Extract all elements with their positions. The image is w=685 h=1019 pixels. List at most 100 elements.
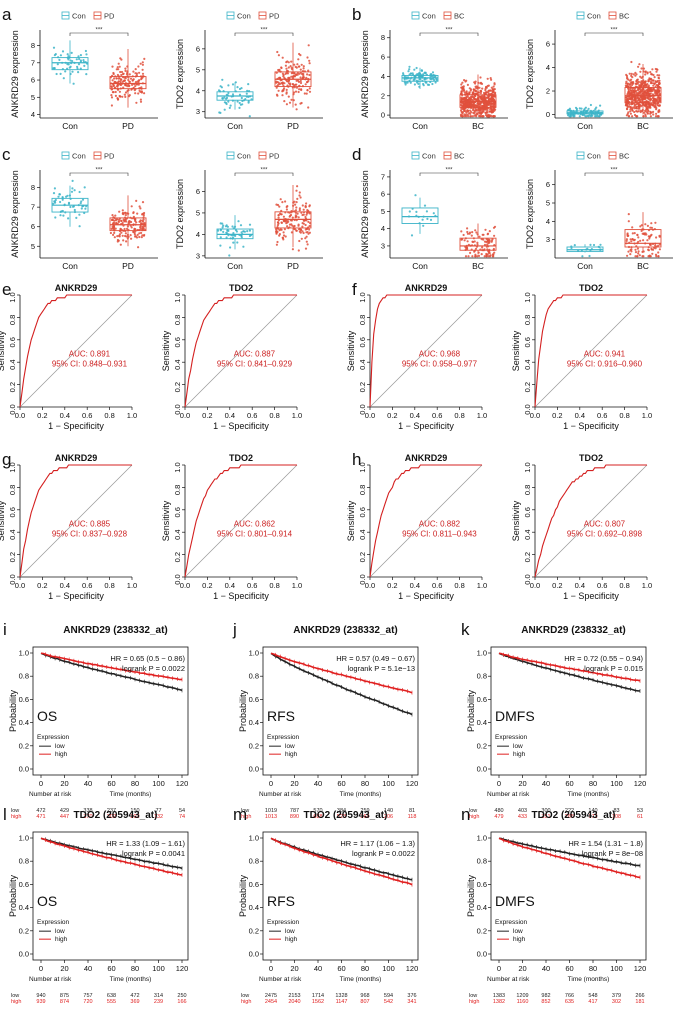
risk-low-value: 300 <box>541 808 550 814</box>
y-axis-title: Probability <box>8 874 18 917</box>
roc-curve <box>184 464 297 578</box>
x-tick-label: 20 <box>290 779 298 788</box>
data-point <box>637 107 640 110</box>
data-point <box>54 216 57 219</box>
roc-title: TDO2 <box>579 453 603 463</box>
data-point <box>285 103 288 106</box>
x-tick-label: 1.0 <box>292 581 302 590</box>
data-point <box>478 102 481 105</box>
x-tick-label: 0 <box>497 964 501 973</box>
y-tick-label: 0.0 <box>8 574 17 584</box>
data-point <box>305 235 308 238</box>
diagonal-reference <box>534 464 648 578</box>
data-point <box>594 115 597 118</box>
y-tick-label: 0 <box>381 111 385 120</box>
data-point <box>297 58 300 61</box>
data-point <box>124 91 128 94</box>
data-point <box>415 66 418 70</box>
ci-label: 95% CI: 0.958–0.977 <box>402 360 478 369</box>
panel-letter-n: n <box>461 805 470 824</box>
y-tick-label: 1.0 <box>19 649 29 658</box>
data-point <box>654 115 658 118</box>
data-point <box>112 72 115 76</box>
risk-high-value: 1147 <box>336 999 348 1005</box>
data-point <box>70 190 74 193</box>
y-tick-label: 0.8 <box>8 485 17 495</box>
endpoint-label: OS <box>37 893 57 909</box>
x-category-label: Con <box>62 261 78 271</box>
data-point <box>584 115 587 118</box>
data-point <box>651 79 655 82</box>
data-point <box>479 97 482 100</box>
data-point <box>138 89 141 92</box>
significance-label: *** <box>610 168 618 174</box>
data-point <box>297 249 300 252</box>
data-point <box>475 112 478 115</box>
data-point <box>231 93 235 96</box>
km-title: ANKRD29 (238332_at) <box>521 625 626 636</box>
data-point <box>492 85 495 88</box>
data-point <box>232 241 235 244</box>
data-point <box>480 112 483 115</box>
data-point <box>287 82 291 85</box>
data-point <box>467 115 470 118</box>
y-tick-label: 0.6 <box>358 337 367 347</box>
data-point <box>646 71 649 74</box>
data-point <box>297 90 300 94</box>
data-point <box>127 76 130 79</box>
data-point <box>278 229 281 232</box>
risk-high-value: 172 <box>588 814 597 820</box>
data-point <box>490 78 493 81</box>
data-point <box>631 109 634 112</box>
data-point <box>642 97 645 100</box>
ci-label: 95% CI: 0.837–0.928 <box>52 530 128 539</box>
roc-panel-sub-5: TDO2 0.00.0 0.2 0.2 0.4 0.4 0.6 0.6 0.8 0.8 1.0 1.0… <box>161 453 302 601</box>
data-point <box>301 225 304 228</box>
y-tick-label: 0.2 <box>358 382 367 392</box>
data-point <box>481 87 484 90</box>
data-point <box>281 90 284 93</box>
box-panel-sub-1: Con PD 3 4 5 6 TDO2 expression *** Con PD <box>175 12 323 131</box>
data-point <box>218 111 221 114</box>
y-tick-label: 0.6 <box>8 507 17 517</box>
data-point <box>639 109 642 112</box>
data-point <box>308 62 311 65</box>
data-point <box>645 85 649 88</box>
y-tick-label: 0.2 <box>249 926 259 935</box>
data-point <box>599 243 602 246</box>
data-point <box>463 79 466 82</box>
legend-title: Expression <box>37 919 70 926</box>
legend-label-high: high <box>285 936 298 943</box>
risk-low-value: 259 <box>360 808 369 814</box>
data-point <box>467 104 470 107</box>
x-tick-label: 0.4 <box>60 411 70 420</box>
data-point <box>485 254 488 257</box>
risk-low-value: 940 <box>36 993 45 999</box>
data-point <box>140 91 143 94</box>
data-point <box>282 231 285 234</box>
box <box>109 76 147 90</box>
data-point <box>644 71 647 74</box>
box-group-Con <box>216 215 254 257</box>
data-point <box>135 74 138 77</box>
x-tick-label: 120 <box>176 964 189 973</box>
data-point <box>133 228 136 231</box>
data-point <box>657 244 660 247</box>
data-point <box>303 219 306 222</box>
data-point <box>461 85 464 89</box>
x-tick-label: 120 <box>406 964 419 973</box>
data-point <box>130 226 133 229</box>
data-point <box>110 94 113 97</box>
data-point <box>291 248 294 251</box>
data-point <box>302 231 305 235</box>
data-point <box>654 104 657 108</box>
data-point <box>302 208 305 211</box>
risk-high-value: 555 <box>107 999 116 1005</box>
data-point <box>297 80 301 83</box>
logrank-label: logrank P = 0.0041 <box>122 849 185 858</box>
data-point <box>297 223 300 226</box>
ci-label: 95% CI: 0.811–0.943 <box>402 530 477 539</box>
x-axis-title: 1 − Specificity <box>398 591 454 601</box>
y-tick-label: 3 <box>381 241 385 250</box>
data-point <box>469 89 472 92</box>
